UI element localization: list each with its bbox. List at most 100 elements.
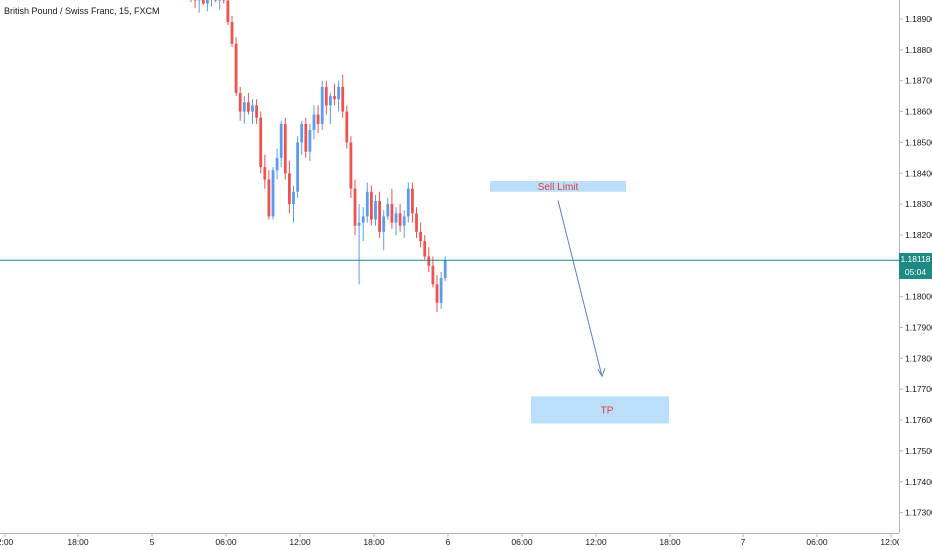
candle-body xyxy=(337,86,340,100)
price-label: 1.17700 xyxy=(905,384,932,394)
price-label: 1.18500 xyxy=(905,137,932,147)
candle-body xyxy=(255,105,258,118)
candle-body xyxy=(365,191,369,217)
candle-body xyxy=(267,179,271,217)
candles-layer xyxy=(190,0,447,313)
price-label: 1.18300 xyxy=(905,199,932,209)
current-price-tag: 1.18118 05:04 xyxy=(899,253,932,280)
candle-body xyxy=(357,222,361,226)
candle-body xyxy=(419,231,422,242)
candle-body xyxy=(324,86,328,106)
time-label: 7 xyxy=(741,537,746,547)
candle-body xyxy=(308,130,312,152)
axis-corner[interactable] xyxy=(899,533,932,550)
price-label: 1.17300 xyxy=(905,508,932,518)
time-label: 5 xyxy=(150,537,155,547)
candle-body xyxy=(251,105,254,112)
candle-body xyxy=(341,86,345,112)
time-axis[interactable]: 2:00 18:00 5 06:00 12:00 18:00 6 06:00 12:00 18:0… xyxy=(0,533,902,547)
price-label: 1.17400 xyxy=(905,477,932,487)
time-label: 2:00 xyxy=(0,537,14,547)
candle-body xyxy=(333,96,336,100)
candle-body xyxy=(263,167,267,180)
time-label: 12:00 xyxy=(880,537,902,547)
candle-body xyxy=(411,188,414,214)
candle-body xyxy=(398,213,402,226)
candle-body xyxy=(279,123,283,158)
price-label: 1.17600 xyxy=(905,415,932,425)
trend-arrow-head xyxy=(597,368,606,378)
time-label: 06:00 xyxy=(511,537,533,547)
candle-body xyxy=(427,256,431,266)
time-label: 12:00 xyxy=(585,537,607,547)
price-label: 1.18700 xyxy=(905,76,932,86)
time-label: 6 xyxy=(446,537,451,547)
candle-body xyxy=(300,123,304,143)
bar-countdown: 05:04 xyxy=(904,267,927,278)
candle-body xyxy=(402,216,406,226)
candle-body xyxy=(288,173,291,205)
price-label: 1.18600 xyxy=(905,107,932,117)
candle-body xyxy=(431,265,435,285)
candle-body xyxy=(234,43,238,94)
candle-body xyxy=(345,111,349,143)
price-label: 1.17900 xyxy=(905,323,932,333)
candle-body xyxy=(349,142,353,189)
candle-body xyxy=(230,22,234,44)
price-label: 1.18000 xyxy=(905,292,932,302)
candle-body xyxy=(329,96,332,106)
candle-body xyxy=(226,0,230,23)
price-axis[interactable]: 1.18900 1.18800 1.18700 1.18600 1.18500 1.184… xyxy=(899,14,932,518)
candle-body xyxy=(275,157,279,171)
candle-body xyxy=(206,0,209,4)
symbol-title: British Pound / Swiss Franc, 15, FXCM xyxy=(4,6,160,16)
candle-body xyxy=(283,123,287,174)
time-label: 12:00 xyxy=(289,537,311,547)
candle-body xyxy=(316,114,320,124)
time-label: 18:00 xyxy=(363,537,385,547)
price-label: 1.17500 xyxy=(905,446,932,456)
candle-body xyxy=(304,123,308,152)
current-price-value: 1.18118 xyxy=(900,254,931,265)
price-label: 1.17800 xyxy=(905,353,932,363)
candle-body xyxy=(238,93,242,112)
price-label: 1.18800 xyxy=(905,45,932,55)
candle-body xyxy=(382,216,386,232)
tp-label: TP xyxy=(601,405,614,416)
trend-arrow[interactable] xyxy=(557,200,603,377)
candle-body xyxy=(361,216,365,223)
candle-body xyxy=(242,102,246,112)
candle-body xyxy=(415,213,418,232)
time-label: 06:00 xyxy=(806,537,828,547)
tp-zone[interactable] xyxy=(531,396,669,424)
annotations-layer[interactable]: Sell Limit TP xyxy=(490,180,669,424)
candle-body xyxy=(439,278,443,303)
sell-limit-label: Sell Limit xyxy=(538,182,579,193)
price-label: 1.18900 xyxy=(905,14,932,24)
candle-body xyxy=(247,102,250,112)
price-label: 1.18200 xyxy=(905,230,932,240)
candle-body xyxy=(353,188,357,226)
candle-body xyxy=(292,191,295,205)
candle-body xyxy=(423,241,427,257)
candle-body xyxy=(443,260,447,279)
candle-body xyxy=(201,0,205,4)
candle-body xyxy=(271,170,275,217)
candle-body xyxy=(406,188,410,217)
candle-body xyxy=(259,117,263,168)
time-label: 18:00 xyxy=(67,537,89,547)
candle-body xyxy=(296,142,299,192)
candle-body xyxy=(390,204,394,223)
candle-body xyxy=(378,201,381,232)
candle-body xyxy=(394,213,398,223)
candle-body xyxy=(320,86,324,124)
candle-body xyxy=(435,284,439,303)
sell-limit-zone[interactable] xyxy=(490,180,626,192)
price-label: 1.18400 xyxy=(905,168,932,178)
candle-body xyxy=(312,114,316,131)
candle-body xyxy=(370,191,373,220)
candle-body xyxy=(374,201,377,220)
time-label: 06:00 xyxy=(215,537,237,547)
time-label: 18:00 xyxy=(659,537,681,547)
